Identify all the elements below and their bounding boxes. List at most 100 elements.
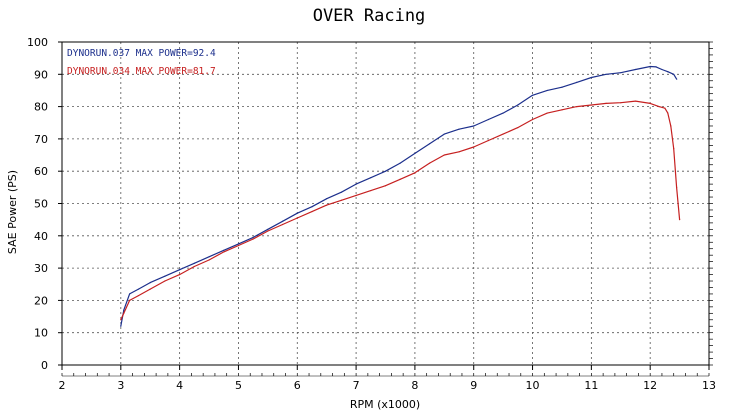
data-point — [164, 275, 166, 277]
data-point — [137, 288, 140, 290]
data-point — [164, 280, 166, 282]
data-point — [384, 185, 387, 187]
x-tick-label: 4 — [176, 379, 183, 392]
data-point — [517, 126, 519, 129]
data-point — [252, 236, 254, 239]
data-point — [546, 112, 548, 114]
data-point — [605, 73, 607, 75]
x-tick-label: 6 — [294, 379, 301, 392]
x-tick-label: 10 — [526, 379, 540, 392]
data-point — [355, 183, 357, 185]
data-point — [649, 102, 651, 104]
data-point — [667, 71, 669, 73]
data-point — [370, 177, 372, 179]
x-tick-label: 3 — [117, 379, 124, 392]
data-point — [673, 147, 675, 150]
data-point — [676, 186, 678, 188]
series-dynorun-037 — [120, 65, 678, 327]
data-point — [561, 86, 563, 88]
data-point — [649, 65, 651, 68]
data-point — [179, 269, 181, 271]
y-tick-label: 0 — [41, 359, 48, 372]
data-point — [296, 217, 298, 219]
data-point — [458, 151, 460, 153]
data-point — [673, 73, 675, 75]
x-tick-label: 9 — [470, 379, 477, 392]
y-tick-label: 30 — [34, 262, 48, 275]
y-tick-label: 20 — [34, 294, 48, 307]
data-point — [414, 172, 416, 174]
data-point — [458, 128, 460, 130]
data-point — [267, 230, 269, 232]
data-point — [658, 106, 660, 108]
data-point — [429, 143, 431, 145]
data-point — [676, 78, 678, 80]
data-point — [576, 81, 578, 83]
data-point — [267, 228, 269, 230]
legend-entry-dynorun-034: DYNORUN.034 MAX POWER=81.7 — [67, 66, 216, 77]
data-point — [149, 282, 151, 284]
data-point — [473, 146, 475, 148]
data-point — [667, 112, 669, 114]
y-axis-label: SAE Power (PS) — [6, 170, 19, 254]
data-point — [473, 125, 475, 127]
y-tick-label: 40 — [34, 230, 48, 243]
data-point — [576, 106, 578, 108]
data-point — [590, 104, 592, 106]
chart-title: OVER Racing — [313, 6, 426, 26]
data-point — [208, 256, 210, 258]
data-point — [661, 68, 663, 71]
data-point — [120, 325, 122, 327]
data-point — [670, 125, 672, 127]
data-point — [487, 139, 490, 142]
gridlines — [62, 42, 709, 365]
series-lines — [120, 65, 681, 327]
data-point — [429, 162, 431, 164]
data-point — [590, 76, 592, 79]
data-point — [678, 219, 681, 221]
y-tick-label: 50 — [34, 198, 48, 211]
plot-frame — [61, 41, 710, 366]
y-tick-label: 60 — [34, 165, 48, 178]
data-point — [620, 72, 622, 74]
legend-entry-dynorun-037: DYNORUN.037 MAX POWER=92.4 — [67, 48, 216, 59]
data-point — [237, 244, 240, 247]
data-point — [237, 243, 240, 245]
data-point — [123, 309, 125, 311]
data-point — [634, 68, 637, 71]
data-point — [502, 133, 504, 135]
data-point — [129, 299, 131, 301]
data-point — [487, 118, 490, 121]
data-point — [531, 94, 534, 96]
data-point — [326, 204, 328, 206]
series-dynorun-034 — [120, 100, 681, 321]
data-point — [399, 162, 401, 164]
y-tick-label: 70 — [34, 133, 48, 146]
data-point — [517, 104, 519, 106]
data-point — [179, 273, 181, 276]
y-tick-label: 90 — [34, 68, 48, 81]
series-line — [120, 100, 681, 321]
data-point — [281, 223, 284, 226]
x-tick-label: 13 — [702, 379, 716, 392]
data-point — [123, 312, 125, 314]
data-point — [208, 259, 210, 261]
data-point — [311, 206, 313, 208]
data-point — [546, 89, 548, 92]
x-tick-label: 2 — [59, 379, 66, 392]
data-point — [326, 198, 328, 200]
data-point — [531, 118, 534, 121]
data-point — [443, 154, 445, 156]
data-point — [193, 265, 195, 268]
x-tick-label: 11 — [584, 379, 598, 392]
y-tick-label: 80 — [34, 101, 48, 114]
data-point — [340, 199, 342, 201]
x-tick-label: 7 — [353, 379, 360, 392]
data-point — [281, 220, 284, 222]
x-tick-label: 5 — [235, 379, 242, 392]
data-point — [605, 102, 607, 104]
y-tick-label: 100 — [27, 36, 48, 49]
data-point — [655, 66, 657, 68]
